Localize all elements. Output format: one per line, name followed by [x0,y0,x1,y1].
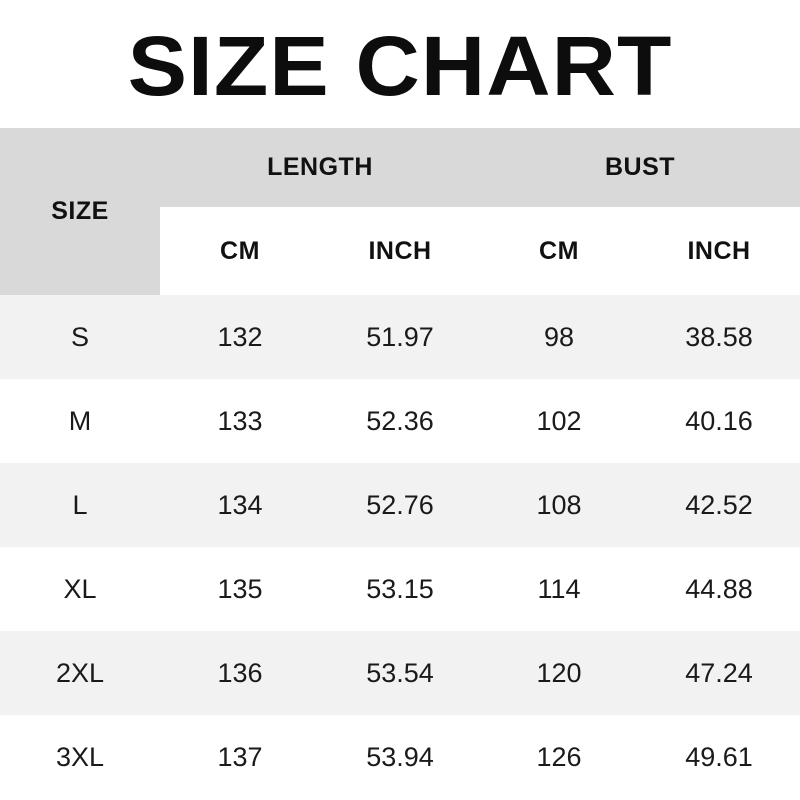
cell-length-cm: 134 [217,489,263,520]
size-chart-table: SIZE LENGTH BUST CM INCH CM INCH S 132 51.… [0,128,800,799]
unit-header-bust-inch: INCH [638,207,800,295]
unit-header-length-cm: CM [160,207,320,295]
cell-length-inch: 52.36 [366,405,434,436]
cell-length-cm: 132 [217,321,263,352]
cell-bust-cm: 102 [536,405,582,436]
cell-bust-cm: 126 [536,741,582,772]
table-row: L 134 52.76 108 42.52 [0,463,800,547]
cell-bust-inch: 49.61 [685,741,753,772]
column-header-bust: BUST [480,128,800,207]
cell-size: L [72,489,88,520]
cell-bust-cm: 108 [536,489,582,520]
table-body: S 132 51.97 98 38.58 M 133 52.36 102 40.16 L 134 52.… [0,295,800,799]
column-header-length: LENGTH [160,128,480,207]
table-row: 2XL 136 53.54 120 47.24 [0,631,800,715]
unit-header-row: CM INCH CM INCH [0,207,800,295]
cell-length-cm: 137 [217,741,263,772]
cell-bust-inch: 38.58 [685,321,753,352]
unit-header-bust-cm: CM [480,207,638,295]
cell-length-cm: 135 [217,573,263,604]
table-row: 3XL 137 53.94 126 49.61 [0,715,800,799]
cell-size: 2XL [55,657,105,688]
cell-bust-inch: 42.52 [685,489,753,520]
table-row: XL 135 53.15 114 44.88 [0,547,800,631]
cell-length-cm: 136 [217,657,263,688]
cell-bust-inch: 47.24 [685,657,753,688]
cell-length-inch: 53.54 [366,657,434,688]
cell-bust-inch: 44.88 [685,573,753,604]
table-row: M 133 52.36 102 40.16 [0,379,800,463]
unit-header-length-inch: INCH [320,207,480,295]
cell-length-inch: 51.97 [366,321,434,352]
column-header-size: SIZE [0,128,160,295]
title-area: SIZE CHART [0,0,800,128]
cell-size: M [68,405,92,436]
cell-bust-cm: 114 [537,573,581,604]
page-title: SIZE CHART [127,19,673,113]
cell-size: 3XL [55,741,105,772]
cell-size: S [70,321,89,352]
cell-size: XL [63,573,97,604]
cell-length-inch: 52.76 [366,489,434,520]
cell-bust-cm: 120 [536,657,582,688]
table-row: S 132 51.97 98 38.58 [0,295,800,379]
cell-length-inch: 53.15 [366,573,434,604]
table-head: SIZE LENGTH BUST CM INCH CM INCH [0,128,800,295]
cell-bust-cm: 98 [543,321,575,352]
cell-bust-inch: 40.16 [685,405,753,436]
group-header-row: SIZE LENGTH BUST [0,128,800,295]
cell-length-cm: 133 [217,405,263,436]
cell-length-inch: 53.94 [366,741,434,772]
